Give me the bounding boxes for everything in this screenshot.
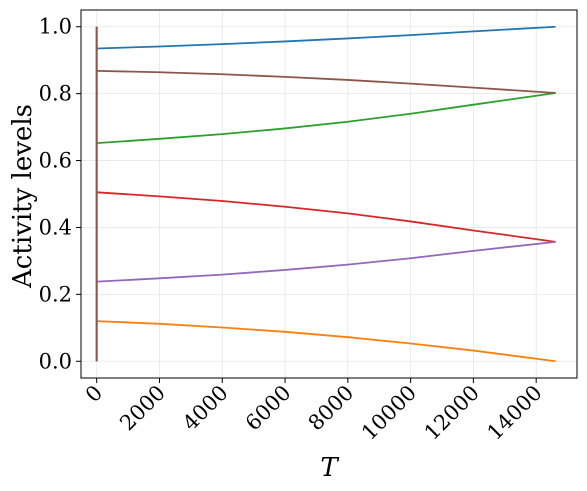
y-tick-label: 0.0 xyxy=(39,349,72,373)
x-tick-label: 10000 xyxy=(357,381,421,445)
series-line-2 xyxy=(96,320,556,363)
y-tick-label: 0.2 xyxy=(39,282,72,306)
x-tick-label: 0 xyxy=(81,381,107,407)
y-axis-label: Activity levels xyxy=(8,104,38,289)
y-tick-label: 0.4 xyxy=(39,215,72,239)
plot-frame xyxy=(80,9,578,379)
series-line-6 xyxy=(96,69,556,94)
series-line-3 xyxy=(96,92,556,145)
series-line-5 xyxy=(96,240,556,283)
series-line-1 xyxy=(96,25,556,50)
x-tick-label: 2000 xyxy=(115,381,170,436)
x-tick-label: 6000 xyxy=(241,381,296,436)
x-tick-label: 8000 xyxy=(304,381,359,436)
y-tick-label: 0.6 xyxy=(39,149,72,173)
series-lines xyxy=(95,25,556,363)
x-tick-label: 12000 xyxy=(420,381,484,445)
y-tick-label: 0.8 xyxy=(39,82,72,106)
x-tick-label: 14000 xyxy=(483,381,547,445)
x-tick-label: 4000 xyxy=(178,381,233,436)
x-axis-label: T xyxy=(320,453,339,483)
series-line-4 xyxy=(96,191,556,243)
y-tick-label: 1.0 xyxy=(39,15,72,39)
grid xyxy=(81,10,577,378)
